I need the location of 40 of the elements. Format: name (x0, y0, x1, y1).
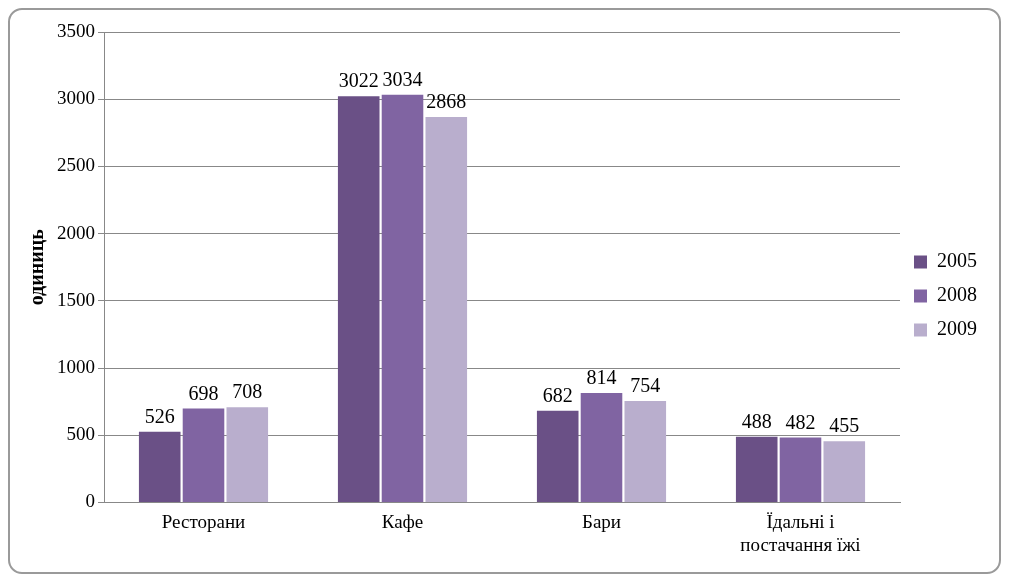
data-label: 3022 (338, 69, 379, 92)
y-tick-label: 1000 (57, 355, 95, 377)
x-tick-label: Кафе (381, 510, 424, 532)
bar (735, 436, 778, 502)
data-label: 682 (542, 383, 573, 406)
bar (337, 96, 380, 502)
bar (823, 441, 866, 502)
data-label: 708 (232, 380, 263, 403)
y-axis-title: одиниць (25, 228, 48, 306)
data-label: 455 (829, 414, 860, 437)
data-label: 488 (741, 410, 772, 433)
legend-label: 2009 (937, 317, 977, 340)
x-tick-label: Ресторани (161, 510, 246, 532)
bar (580, 393, 623, 502)
y-tick-label: 500 (66, 423, 95, 445)
y-tick-label: 1500 (57, 288, 95, 310)
bar (425, 116, 468, 502)
data-label: 2868 (426, 90, 467, 113)
bar (226, 407, 269, 502)
data-label: 482 (785, 410, 816, 433)
data-label: 814 (586, 366, 617, 389)
legend-label: 2005 (937, 249, 977, 272)
bar (536, 410, 579, 502)
data-label: 754 (630, 374, 661, 397)
y-tick-label: 0 (85, 490, 95, 512)
bar (381, 94, 424, 502)
y-tick-label: 3000 (57, 87, 95, 109)
data-label: 3034 (382, 67, 423, 90)
data-label: 526 (144, 404, 175, 427)
y-tick-label: 2500 (57, 154, 95, 176)
bar (182, 408, 225, 502)
legend-label: 2008 (937, 283, 977, 306)
y-tick-label: 3500 (57, 19, 95, 41)
x-tick-label: Їдальні і постачання їжі (740, 510, 861, 555)
bar (779, 437, 822, 502)
bar (624, 401, 667, 502)
x-tick-label: Бари (581, 510, 622, 532)
y-tick-label: 2000 (57, 221, 95, 243)
bar (138, 431, 181, 502)
data-label: 698 (188, 381, 219, 404)
